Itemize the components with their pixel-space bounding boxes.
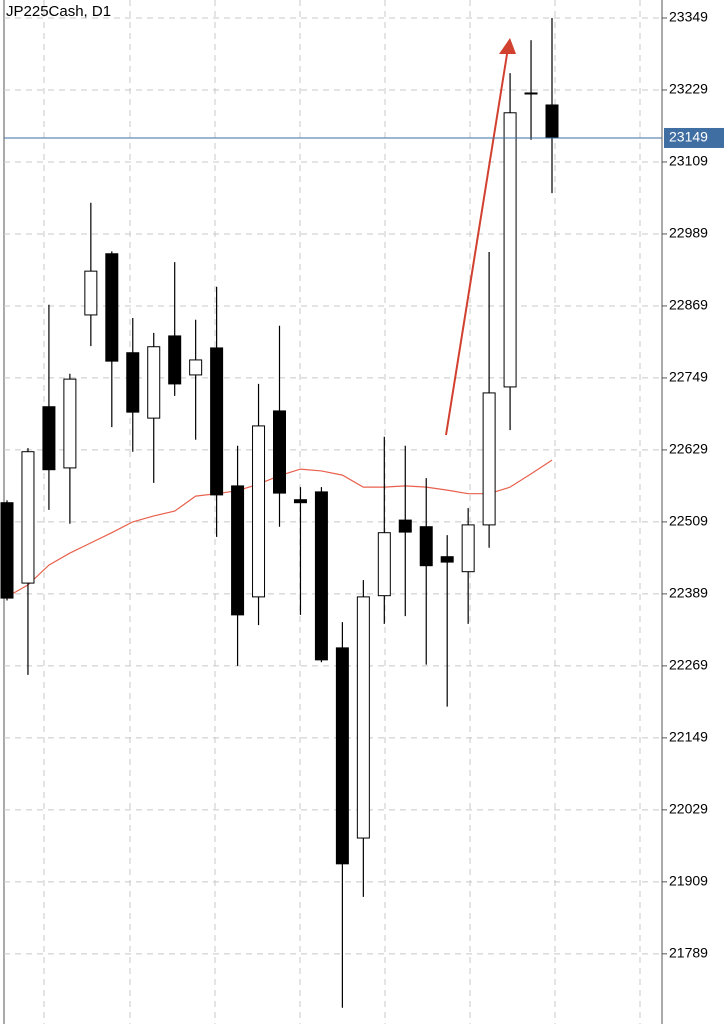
candle-body [377, 532, 391, 597]
candle-body [461, 524, 475, 573]
candle-body [0, 502, 14, 599]
y-tick-label: 21909 [669, 873, 708, 889]
candle-body [168, 335, 182, 385]
candle-body [273, 410, 286, 494]
candle-body [231, 485, 245, 616]
candle-body [42, 406, 56, 471]
y-tick-label: 22749 [669, 369, 708, 385]
last-price-label: 23149 [669, 129, 708, 145]
candle-body [356, 596, 370, 839]
candle-body [440, 556, 454, 563]
y-tick-label: 23109 [669, 153, 708, 169]
candle-body [419, 526, 433, 567]
candle-body [314, 491, 328, 661]
candle-body [293, 499, 307, 504]
y-tick-label: 22509 [669, 513, 708, 529]
arrow-shaft [445, 47, 509, 436]
arrow-head [499, 38, 516, 54]
candle-body [147, 346, 161, 419]
y-tick-label: 22629 [669, 441, 708, 457]
candle-body [524, 92, 538, 95]
y-tick-label: 22989 [669, 225, 708, 241]
candle-body [210, 347, 224, 496]
candle-body [545, 104, 559, 139]
y-tick-label: 23349 [669, 9, 708, 25]
y-tick-label: 22269 [669, 657, 708, 673]
candle-body [252, 425, 266, 598]
candle-body [105, 253, 119, 362]
candle-body [335, 647, 349, 865]
candle-body [126, 352, 140, 413]
y-tick-label: 22029 [669, 801, 708, 817]
candle-body [63, 378, 77, 469]
candle-body [189, 359, 203, 376]
candle-body [482, 392, 496, 526]
candle-body [503, 112, 517, 388]
last-price-box [664, 127, 724, 148]
candle-body [84, 270, 98, 316]
y-tick-label: 22389 [669, 585, 708, 601]
candle-body [398, 519, 412, 533]
candle-body [21, 451, 35, 584]
y-tick-label: 23229 [669, 81, 708, 97]
y-tick-label: 22869 [669, 297, 708, 313]
y-tick-label: 21789 [669, 945, 708, 961]
y-tick-label: 22149 [669, 729, 708, 745]
chart-title: JP225Cash, D1 [6, 3, 111, 20]
